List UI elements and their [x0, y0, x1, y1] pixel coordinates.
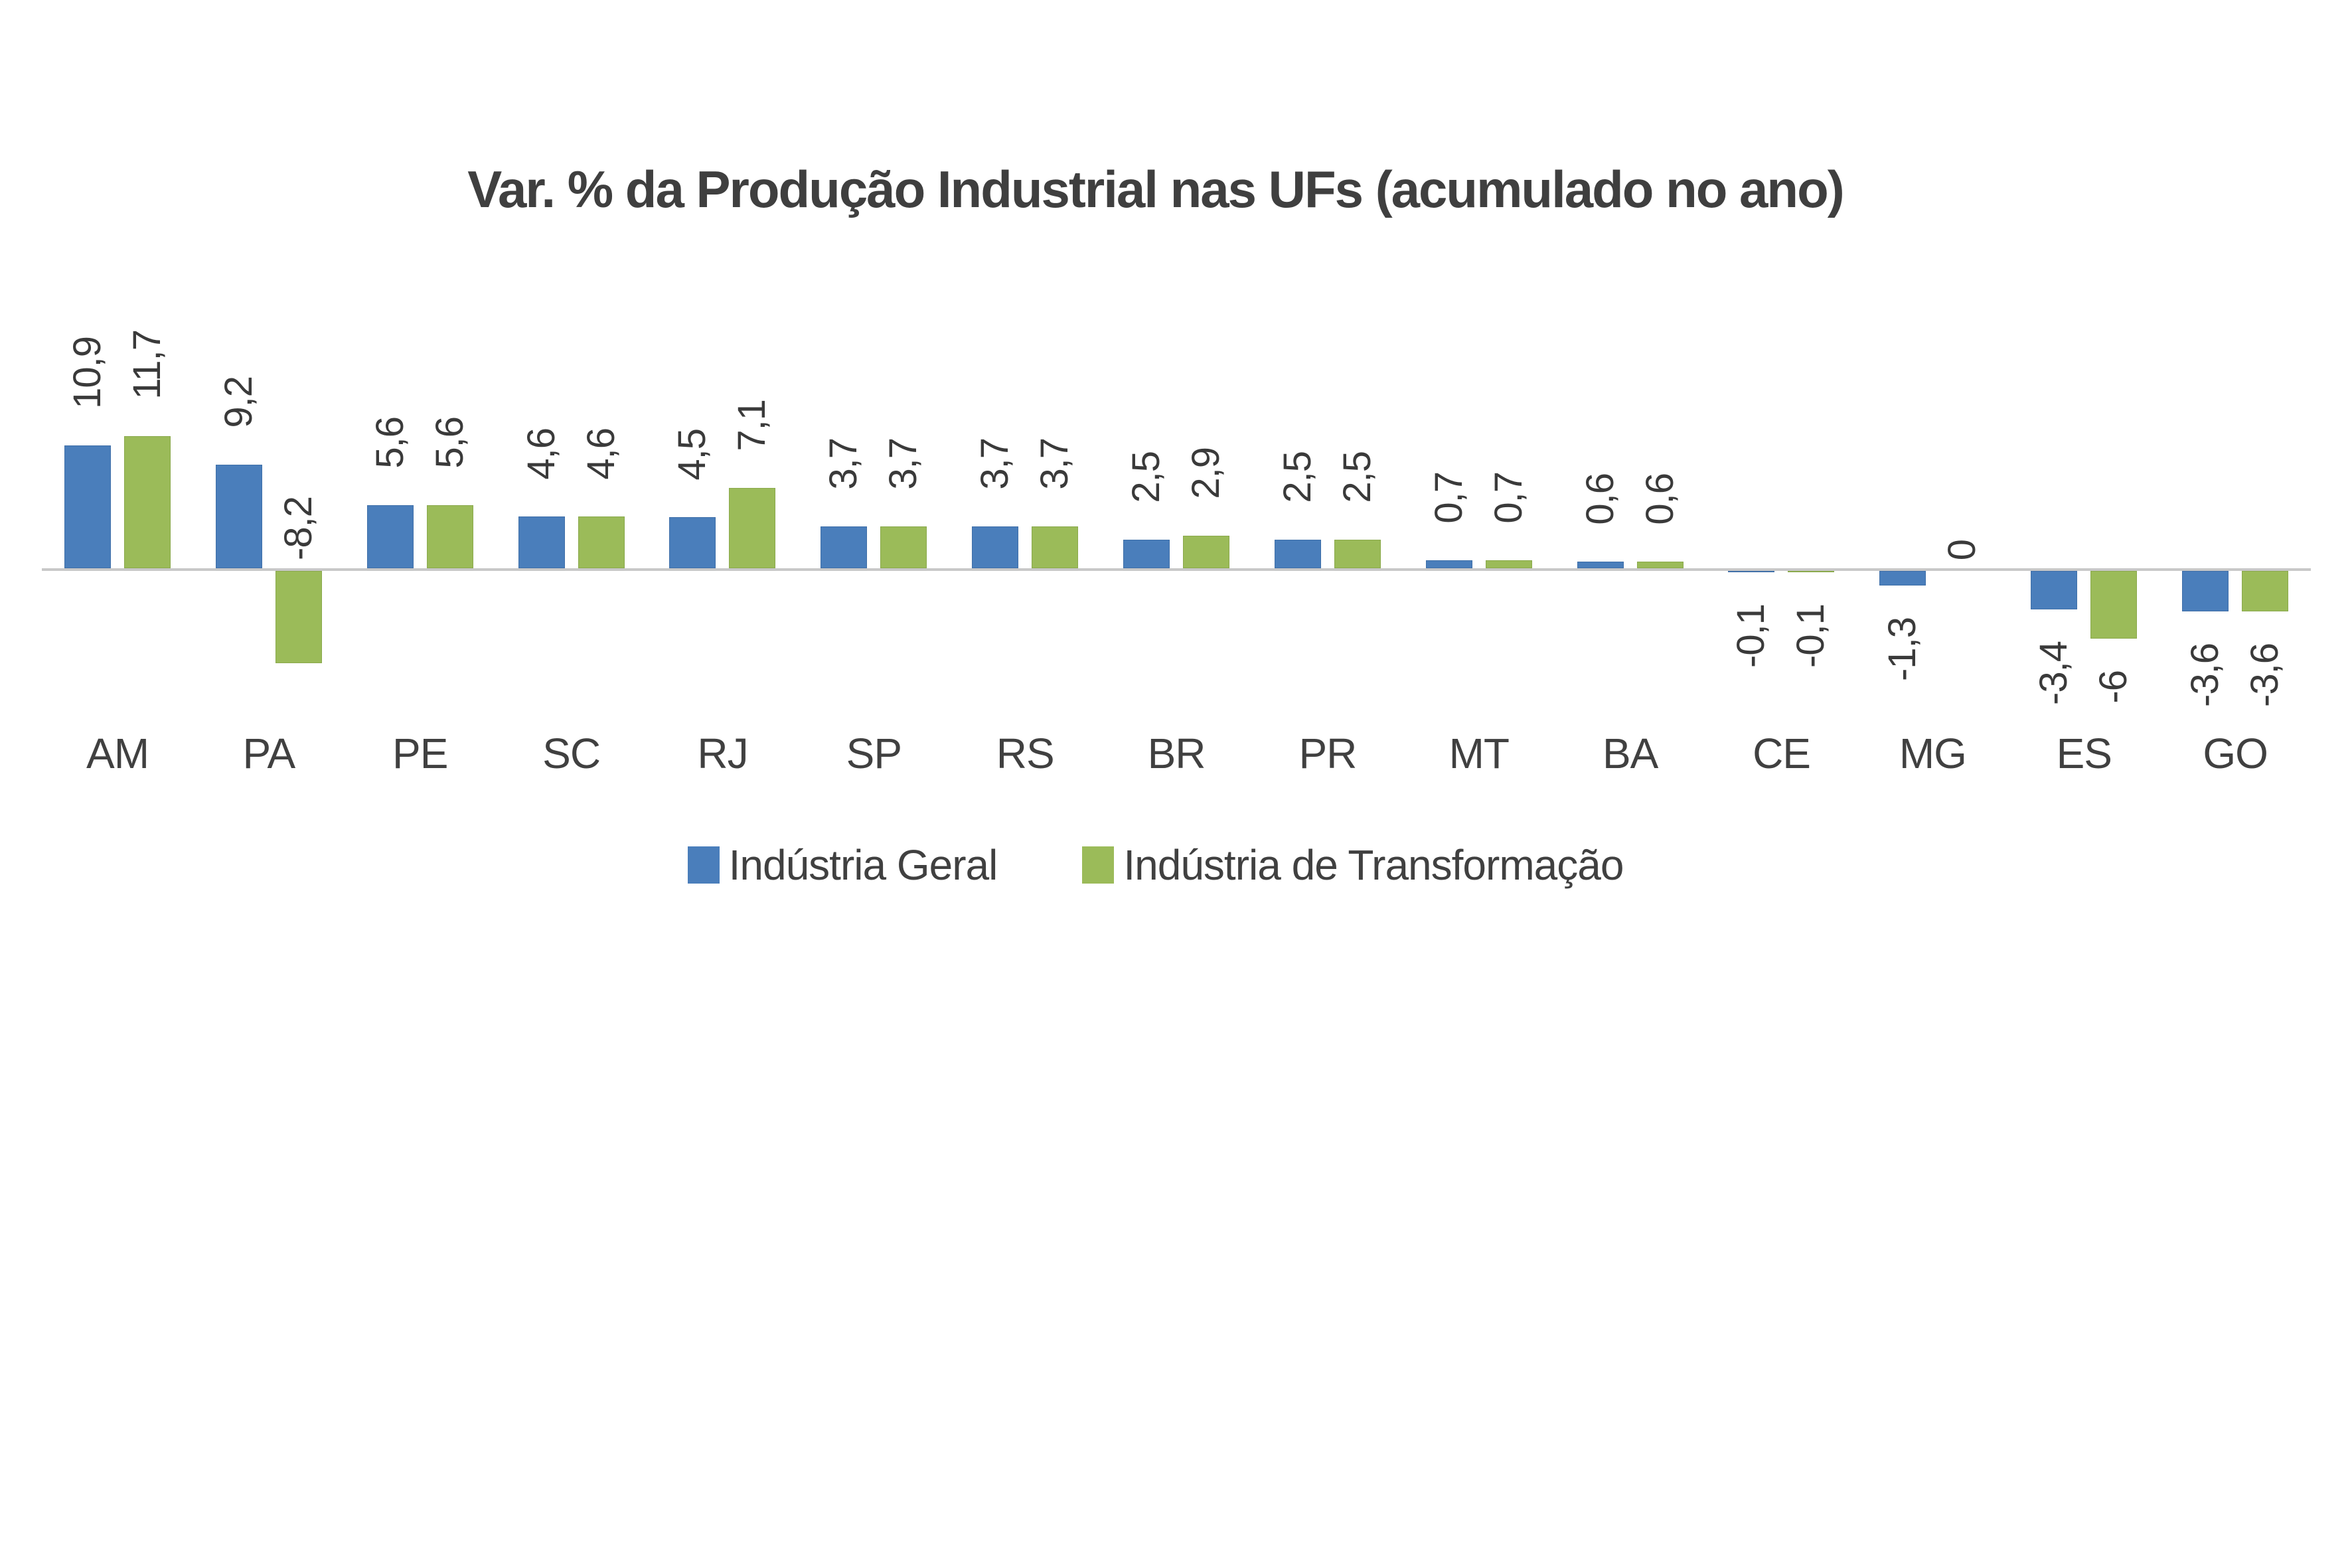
value-label-transformacao-rs: 3,7 [1033, 438, 1077, 490]
value-label-transformacao-pr: 2,5 [1335, 451, 1379, 503]
bar-geral-sc [518, 516, 565, 568]
value-label-transformacao-pe: 5,6 [428, 417, 471, 469]
x-axis-label-mg: MG [1899, 730, 1967, 777]
value-label-geral-go: -3,6 [2183, 643, 2227, 707]
value-label-geral-rj: 4,5 [670, 429, 714, 481]
bar-geral-rj [669, 517, 716, 568]
value-label-geral-pr: 2,5 [1275, 451, 1319, 503]
x-axis-label-rs: RS [996, 730, 1055, 777]
value-label-geral-sp: 3,7 [822, 438, 866, 490]
bar-geral-am [64, 445, 111, 568]
value-label-transformacao-br: 2,9 [1184, 447, 1227, 499]
bar-geral-ba [1577, 562, 1624, 568]
bar-geral-es [2031, 571, 2078, 609]
value-label-transformacao-am: 11,7 [125, 330, 169, 400]
legend-item-industria-geral: Indústria Geral [687, 840, 998, 890]
bar-geral-pr [1274, 540, 1321, 568]
bar-transformacao-ce [1788, 571, 1835, 572]
legend-swatch-blue-icon [687, 846, 720, 884]
value-label-geral-ce: -0,1 [1729, 604, 1773, 668]
x-axis-label-rj: RJ [697, 730, 748, 777]
bar-transformacao-pa [275, 571, 322, 663]
value-label-transformacao-sc: 4,6 [579, 428, 623, 480]
value-label-transformacao-rj: 7,1 [730, 400, 774, 451]
x-axis-label-am: AM [86, 730, 149, 777]
x-axis-label-pa: PA [242, 730, 296, 777]
value-label-transformacao-ce: -0,1 [1789, 604, 1833, 668]
bar-transformacao-pr [1334, 540, 1381, 568]
bar-transformacao-rj [729, 488, 776, 568]
value-label-transformacao-go: -3,6 [2243, 643, 2287, 707]
bar-transformacao-mt [1485, 560, 1532, 568]
value-label-transformacao-pa: -8,2 [276, 497, 320, 560]
legend-item-industria-de-transformacao: Indústria de Transformação [1082, 840, 1624, 890]
bar-transformacao-ba [1636, 562, 1684, 568]
bar-geral-rs [972, 526, 1019, 568]
value-label-transformacao-mg: 0 [1940, 539, 1984, 560]
bar-transformacao-pe [426, 505, 473, 568]
x-axis-label-es: ES [2056, 730, 2112, 777]
value-label-geral-pa: 9,2 [216, 376, 260, 428]
zero-axis-line [42, 568, 2311, 571]
value-label-geral-pe: 5,6 [368, 417, 412, 469]
x-axis-label-go: GO [2203, 730, 2268, 777]
value-label-transformacao-ba: 0,6 [1638, 473, 1682, 525]
bar-geral-pe [366, 505, 414, 568]
bar-transformacao-go [2242, 571, 2289, 611]
value-label-geral-br: 2,5 [1125, 451, 1168, 503]
x-axis-label-pe: PE [392, 730, 448, 777]
bar-geral-go [2182, 571, 2229, 611]
value-label-transformacao-sp: 3,7 [882, 438, 925, 490]
x-axis-label-pr: PR [1298, 730, 1357, 777]
x-axis-label-sp: SP [846, 730, 902, 777]
x-axis-label-br: BR [1147, 730, 1206, 777]
bar-transformacao-am [123, 436, 171, 568]
x-axis-label-mt: MT [1449, 730, 1510, 777]
bar-transformacao-es [2090, 571, 2138, 639]
value-label-geral-rs: 3,7 [973, 438, 1017, 490]
bar-transformacao-sp [880, 526, 927, 568]
bar-geral-mt [1425, 560, 1472, 568]
value-label-geral-sc: 4,6 [519, 428, 563, 480]
x-axis-label-ba: BA [1602, 730, 1658, 777]
value-label-transformacao-mt: 0,7 [1486, 472, 1530, 524]
legend-swatch-green-icon [1082, 846, 1115, 884]
bar-transformacao-br [1183, 536, 1229, 568]
value-label-geral-ba: 0,6 [1578, 473, 1622, 525]
bar-geral-mg [1879, 571, 1926, 586]
legend: Indústria Geral Indústria de Transformaç… [0, 835, 2311, 895]
legend-label: Indústria de Transformação [1123, 841, 1624, 889]
value-label-geral-mt: 0,7 [1427, 472, 1470, 524]
bar-transformacao-rs [1032, 526, 1079, 568]
bar-geral-sp [821, 526, 868, 568]
value-label-geral-am: 10,9 [65, 337, 109, 409]
x-axis-label-ce: CE [1753, 730, 1811, 777]
value-label-geral-mg: -1,3 [1881, 617, 1924, 681]
value-label-geral-es: -3,4 [2032, 641, 2076, 705]
bar-geral-br [1123, 540, 1170, 568]
bar-geral-ce [1728, 571, 1775, 572]
bar-geral-pa [215, 465, 262, 568]
value-label-transformacao-es: -6 [2092, 670, 2136, 704]
chart-title: Var. % da Produção Industrial nas UFs (a… [467, 160, 1844, 218]
legend-label: Indústria Geral [728, 841, 998, 889]
x-axis-label-sc: SC [542, 730, 601, 777]
bar-transformacao-sc [578, 516, 625, 568]
